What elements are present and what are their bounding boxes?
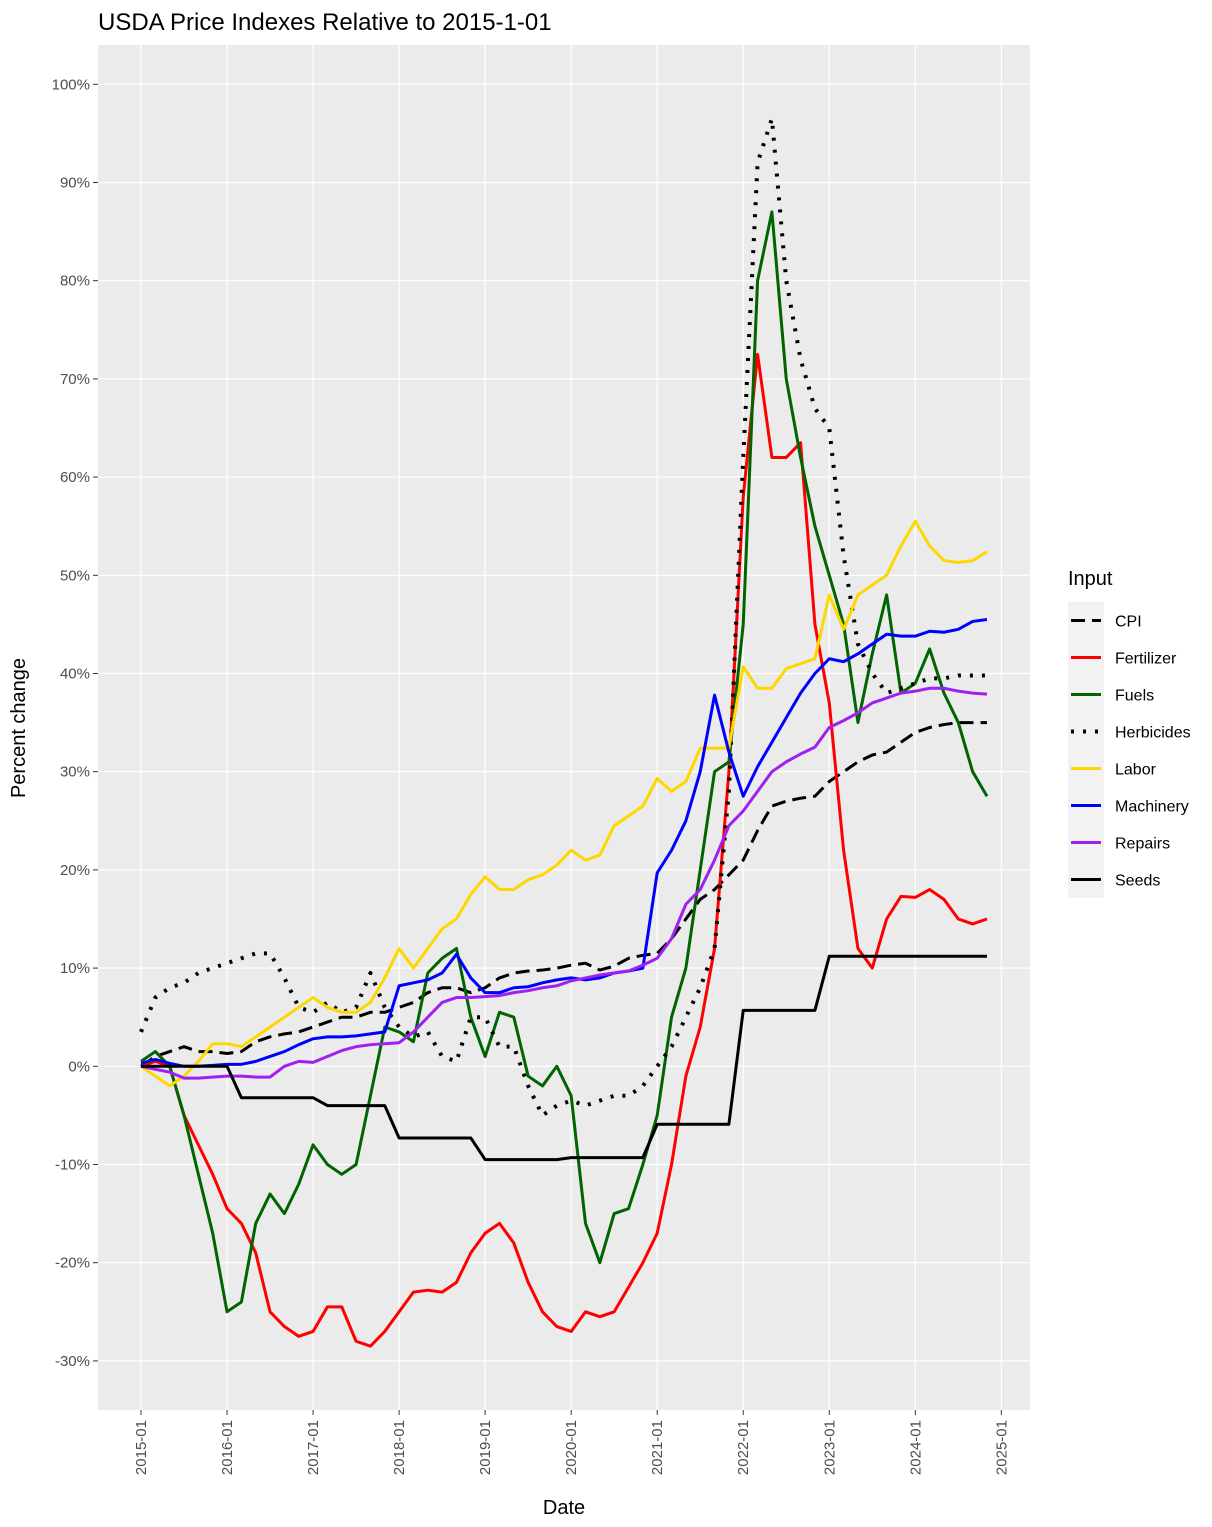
legend-label: Herbicides: [1115, 725, 1191, 742]
series-line: [140, 352, 988, 1348]
y-tick-label: -20%: [55, 1255, 90, 1272]
x-tick-label: 2022-01: [735, 1420, 752, 1475]
x-tick-label: 2023-01: [821, 1420, 838, 1475]
series-line: [140, 519, 988, 1088]
x-tick-label: 2016-01: [219, 1420, 236, 1475]
legend-title: Input: [1068, 568, 1113, 590]
y-tick-label: 50%: [60, 567, 90, 584]
series-line: [140, 721, 987, 1068]
legend-label: Fertilizer: [1115, 651, 1177, 668]
y-tick-label: 90%: [60, 174, 90, 191]
legend-label: Labor: [1115, 762, 1157, 779]
y-tick-label: 20%: [60, 862, 90, 879]
y-axis-label: Percent change: [8, 658, 30, 798]
legend-label: Seeds: [1115, 873, 1160, 890]
y-tick-label: 40%: [60, 665, 90, 682]
x-tick-label: 2020-01: [563, 1420, 580, 1475]
chart-title: USDA Price Indexes Relative to 2015-1-01: [98, 9, 552, 36]
y-tick-label: 30%: [60, 764, 90, 781]
y-tick-label: 10%: [60, 960, 90, 977]
legend-key-bg: [1068, 602, 1104, 898]
x-tick-label: 2025-01: [993, 1420, 1010, 1475]
series-line: [140, 617, 988, 1068]
x-tick-label: 2021-01: [649, 1420, 666, 1475]
y-tick-label: 0%: [68, 1058, 90, 1075]
x-tick-label: 2017-01: [305, 1420, 322, 1475]
x-tick-label: 2024-01: [907, 1420, 924, 1475]
x-tick-label: 2015-01: [133, 1420, 150, 1475]
y-tick-label: 70%: [60, 371, 90, 388]
y-tick-label: -10%: [55, 1156, 90, 1173]
y-tick-label: 60%: [60, 469, 90, 486]
y-tick-label: -30%: [55, 1353, 90, 1370]
legend-label: Repairs: [1115, 836, 1170, 853]
y-tick-label: 100%: [52, 76, 90, 93]
y-tick-label: 80%: [60, 273, 90, 290]
panel: [98, 45, 1030, 1410]
series-line: [140, 686, 988, 1080]
series-line: [141, 954, 987, 1162]
legend-label: Machinery: [1115, 799, 1189, 816]
x-tick-label: 2019-01: [477, 1420, 494, 1475]
legend-label: CPI: [1115, 614, 1142, 631]
legend-label: Fuels: [1115, 688, 1154, 705]
x-tick-label: 2018-01: [391, 1420, 408, 1475]
series-line: [140, 210, 989, 1314]
x-axis-label: Date: [543, 1497, 585, 1519]
